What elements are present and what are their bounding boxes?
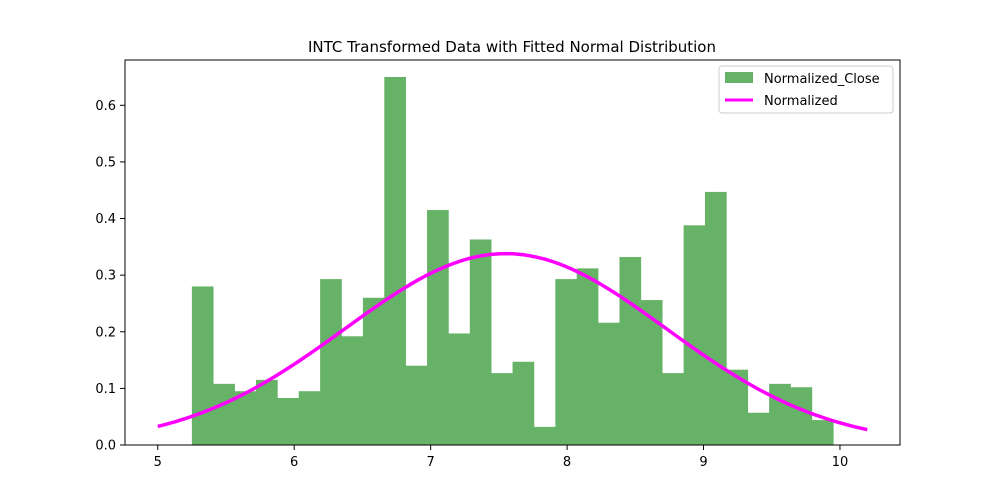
histogram-bar <box>256 379 278 445</box>
histogram-bar <box>191 286 214 445</box>
histogram-bar <box>298 391 321 445</box>
histogram-bar <box>704 191 727 445</box>
chart-title: INTC Transformed Data with Fitted Normal… <box>308 38 716 56</box>
y-tick-label: 0.5 <box>95 155 116 170</box>
x-tick-label: 8 <box>563 455 571 470</box>
y-tick-label: 0.4 <box>95 212 116 227</box>
histogram-bar <box>726 369 749 445</box>
histogram-bar <box>769 383 791 445</box>
histogram-bar <box>341 336 364 445</box>
histogram-bar <box>619 257 642 445</box>
x-tick-label: 6 <box>290 455 298 470</box>
histogram-bar <box>576 268 599 445</box>
histogram-bar <box>747 412 770 445</box>
histogram-bar <box>320 279 342 445</box>
histogram-bar <box>362 297 385 445</box>
axes-frame <box>124 59 901 446</box>
histogram-bar <box>640 300 663 445</box>
histogram-bar <box>277 398 300 445</box>
legend-box <box>718 65 894 114</box>
histogram-bars <box>191 76 834 446</box>
histogram-bar <box>598 322 620 445</box>
histogram-bar <box>491 373 513 445</box>
y-tick-label: 0.3 <box>95 269 116 284</box>
histogram-bar <box>533 426 556 445</box>
histogram-bar <box>213 383 235 445</box>
histogram-bar <box>405 365 428 445</box>
x-tick-label: 5 <box>154 455 162 470</box>
histogram-bar <box>512 361 535 445</box>
legend-label-normalized-close: Normalized_Close <box>764 72 880 87</box>
histogram-bar <box>683 225 706 445</box>
histogram-bar <box>234 391 257 445</box>
histogram-bar <box>790 387 813 445</box>
x-tick-label: 7 <box>426 455 434 470</box>
normal-distribution-curve <box>157 251 868 432</box>
y-tick-label: 0.6 <box>95 99 116 114</box>
legend-label-normalized: Normalized <box>764 94 838 109</box>
y-tick-label: 0.1 <box>95 382 116 397</box>
y-axis-ticks: 0.0 0.1 0.2 0.3 0.4 0.5 0.6 <box>95 99 125 454</box>
y-tick-label: 0.2 <box>95 325 116 340</box>
histogram-bar <box>662 373 684 445</box>
histogram-bar <box>469 239 492 445</box>
x-axis-ticks: 5 6 7 8 9 10 <box>154 445 849 470</box>
histogram-bar <box>555 279 578 445</box>
histogram-bar <box>384 76 406 446</box>
y-tick-label: 0.0 <box>95 439 116 454</box>
histogram-bar <box>811 420 834 445</box>
x-tick-label: 9 <box>699 455 707 470</box>
legend-swatch-normalized-close <box>725 72 753 83</box>
legend: Normalized_Close Normalized <box>718 65 894 114</box>
x-tick-label: 10 <box>832 455 849 470</box>
histogram-bar <box>448 333 471 445</box>
normal-curve-layer <box>157 251 868 432</box>
histogram-bar <box>427 210 449 445</box>
